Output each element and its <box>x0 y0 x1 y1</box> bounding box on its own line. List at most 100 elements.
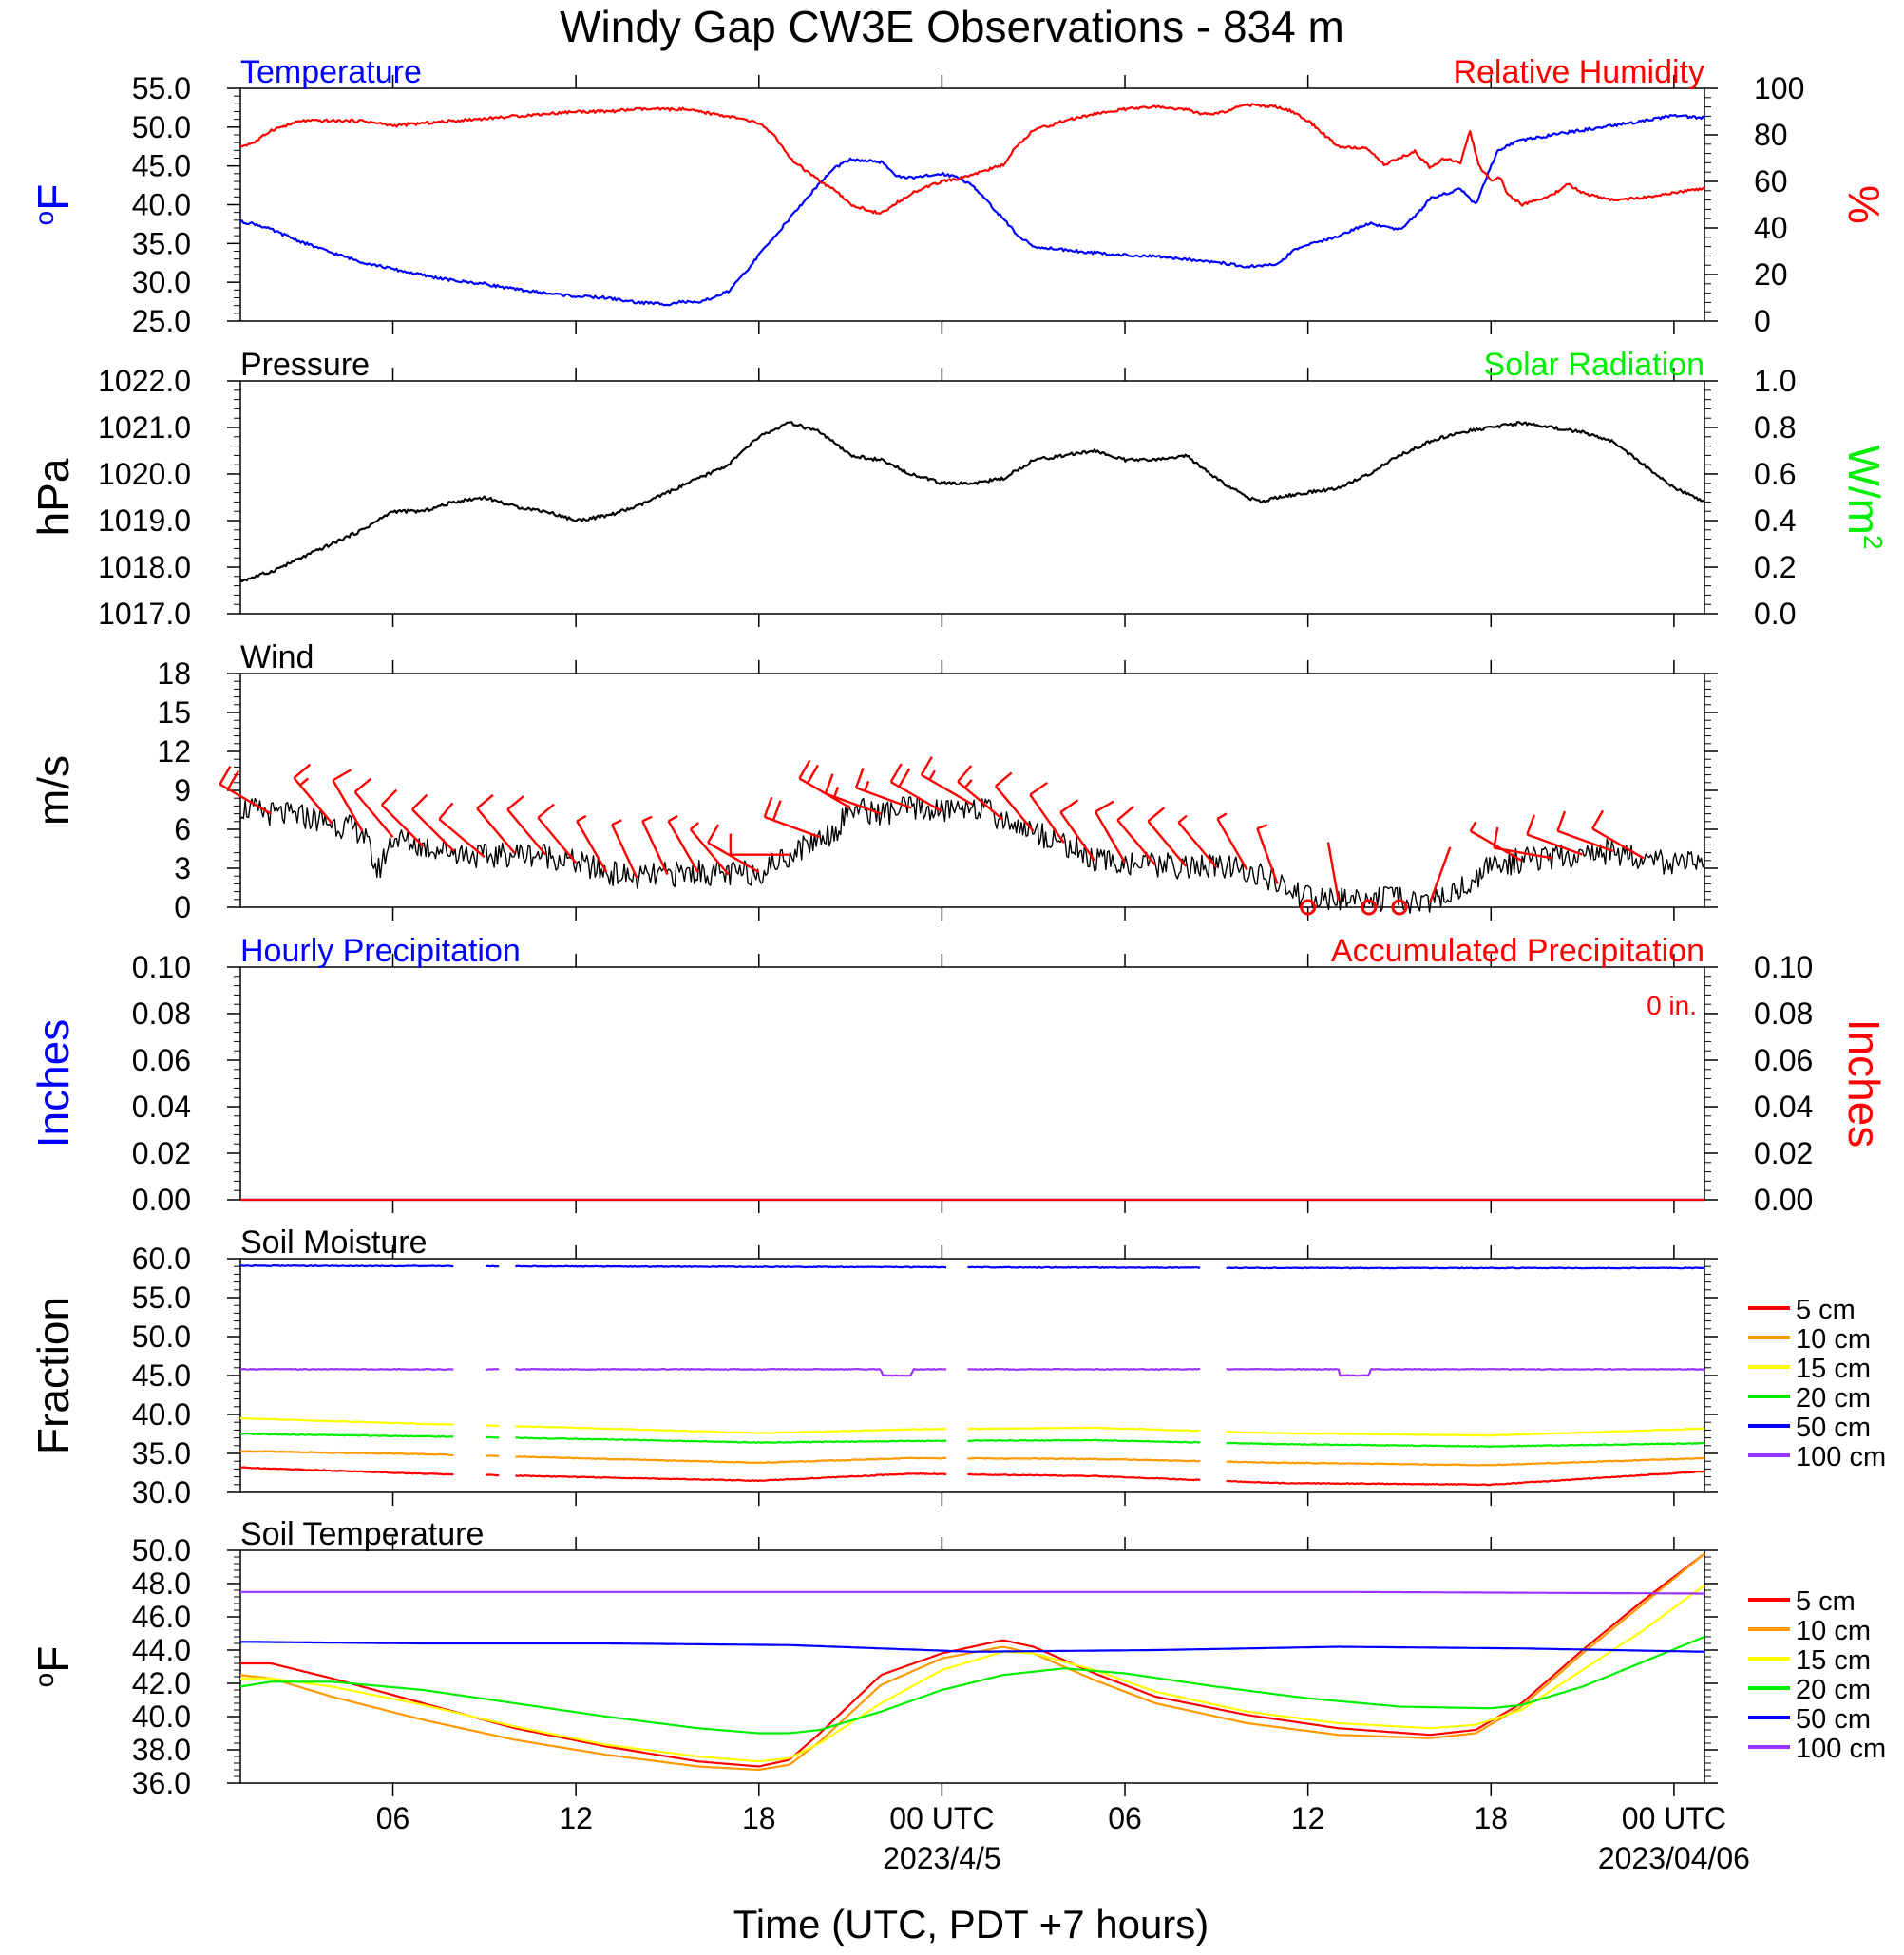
y2-tick-label: 80 <box>1754 118 1788 152</box>
wind-barb-half-feather <box>667 814 678 823</box>
panel-left-title: Soil Moisture <box>240 1224 428 1261</box>
wind-barb-staff <box>1557 829 1614 853</box>
legend-label: 10 cm <box>1796 1616 1871 1646</box>
wind-barb-staff <box>537 816 578 864</box>
wind-barb-feather <box>1526 814 1535 835</box>
panel-left-title: Hourly Precipitation <box>240 933 521 969</box>
y-tick-label: 50.0 <box>132 1319 191 1354</box>
y2-axis-title-sup: 2 <box>1858 535 1888 550</box>
wind-barb-staff <box>707 842 760 874</box>
y-axis-title: oF <box>29 184 78 226</box>
panel-pressure: 1017.0 1018.0 1019.0 1020.0 1021.0 1022.0 0.0 0… <box>29 347 1889 631</box>
panel-left-title: Soil Temperature <box>240 1516 484 1552</box>
panel-left-title: Wind <box>240 639 314 675</box>
plot-frame <box>239 673 1705 908</box>
panels-group: 25.030.035.040.045.050.055.0020406080100… <box>29 54 1889 1800</box>
wind-barb-feather <box>763 796 773 818</box>
series-line-temperature <box>239 113 1705 307</box>
wind-barb-feather <box>898 768 911 788</box>
panel-precip: 0.00 0.02 0.04 0.06 0.08 0.10 0.00 0.02 0.04 0.06… <box>29 933 1889 1217</box>
wind-barb-feather <box>438 802 454 821</box>
legend-label: 100 cm <box>1796 1442 1886 1472</box>
legend-label: 5 cm <box>1796 1295 1856 1325</box>
y-tick-label: 50.0 <box>132 110 191 144</box>
plot-frame <box>239 966 1705 1201</box>
wind-barb-staff <box>380 804 425 847</box>
wind-barb-half-feather <box>1216 812 1228 820</box>
wind-barb-staff <box>689 828 730 876</box>
wind-barb-staff <box>667 820 699 873</box>
wind-barb-feather <box>380 788 398 807</box>
wind-barb-staff <box>1494 846 1552 860</box>
y-axis-title-sup: o <box>29 1673 59 1688</box>
wind-barb-feather <box>854 768 865 788</box>
legend-label: 50 cm <box>1796 1413 1871 1443</box>
x-date-label: 2023/4/5 <box>883 1841 1001 1875</box>
series-line-20-cm <box>239 1635 1705 1735</box>
wind-barb-feather <box>920 756 933 776</box>
wind-barb-staff <box>855 787 912 809</box>
legend-label: 15 cm <box>1796 1645 1871 1676</box>
wind-barb-feather <box>293 763 312 779</box>
wind-barb-half-feather <box>1469 821 1477 832</box>
wind-calm-circle <box>1361 899 1378 916</box>
chart-title: Windy Gap CW3E Observations - 834 m <box>560 2 1344 51</box>
y-tick-label: 1018.0 <box>98 550 191 584</box>
panel-right-title: Relative Humidity <box>1453 54 1704 90</box>
y-tick-label: 0.04 <box>132 1090 191 1124</box>
y-tick-label: 3 <box>174 851 191 885</box>
wind-calm-circle <box>1300 899 1317 916</box>
y-tick-label: 0.08 <box>132 996 191 1031</box>
x-date-label: 2023/04/06 <box>1598 1841 1750 1875</box>
wind-barb-feather <box>824 773 834 794</box>
y2-axis-title: % <box>1839 185 1889 224</box>
y-tick-label: 45.0 <box>132 1358 191 1393</box>
y-tick-label: 0.02 <box>132 1136 191 1170</box>
y2-tick-label: 0.2 <box>1754 550 1796 584</box>
x-axis-title: Time (UTC, PDT +7 hours) <box>733 1902 1209 1946</box>
accum-note: 0 in. <box>1647 991 1697 1020</box>
y-tick-label: 1019.0 <box>98 503 191 538</box>
y-tick-label: 36.0 <box>132 1766 191 1800</box>
wind-barb-staff <box>1470 829 1522 862</box>
x-tick-label: 06 <box>1108 1801 1142 1835</box>
panel-temp_rh: 25.0 30.0 35.0 40.0 45.0 50.0 55.0 0 20 40 60 80 100… <box>29 54 1889 338</box>
series-line-50-cm <box>240 1641 1705 1653</box>
wind-barb-feather <box>506 795 524 811</box>
wind-barb-half-feather <box>690 822 700 830</box>
wind-barb-feather <box>353 777 372 793</box>
y2-tick-label: 0.4 <box>1754 503 1796 538</box>
wind-barb-feather <box>1556 810 1567 832</box>
series-line-100-cm <box>240 1590 1704 1595</box>
y2-tick-label: 1.0 <box>1754 364 1796 398</box>
wind-barb-feather <box>995 771 1013 788</box>
wind-barb-half-feather <box>833 787 840 798</box>
wind-barb-staff <box>921 773 974 806</box>
y-tick-label: 15 <box>157 695 191 730</box>
wind-barb-staff <box>1029 793 1065 845</box>
y2-tick-label: 0.00 <box>1754 1183 1813 1217</box>
wind-barb-staff <box>1216 818 1248 871</box>
y-tick-label: 44.0 <box>132 1633 191 1667</box>
wind-barb-staff <box>1256 827 1279 884</box>
x-tick-label: 00 UTC <box>1622 1801 1726 1835</box>
y-tick-label: 18 <box>157 656 191 691</box>
y2-tick-label: 0.08 <box>1754 996 1813 1031</box>
y-tick-label: 48.0 <box>132 1566 191 1601</box>
y2-tick-label: 40 <box>1754 211 1788 245</box>
y-axis-title: m/s <box>29 755 78 826</box>
wind-barb-staff <box>476 807 516 855</box>
y-tick-label: 1020.0 <box>98 457 191 491</box>
wind-barb-feather <box>537 803 555 819</box>
wind-barb-staff <box>1428 846 1452 903</box>
wind-barb-staff <box>764 815 821 839</box>
y-axis-title-main: F <box>29 1646 78 1673</box>
wind-barb-staff <box>611 824 638 879</box>
plot-frame <box>239 1549 1705 1784</box>
wind-barb-staff <box>1059 811 1095 862</box>
wind-barb-feather <box>1116 806 1134 822</box>
wind-barb-staff <box>1177 821 1218 868</box>
wind-barb-half-feather <box>963 779 973 789</box>
